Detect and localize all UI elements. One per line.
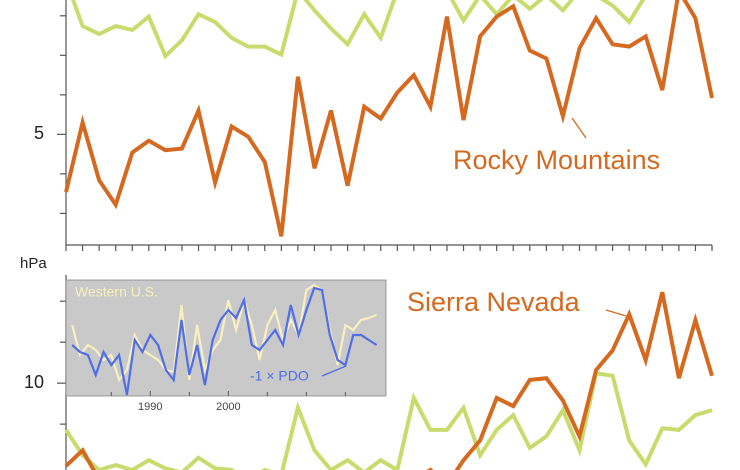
- series-label: Rocky Mountains: [453, 145, 660, 175]
- series-line: [71, 286, 378, 396]
- y-tick-label: 10: [24, 372, 44, 392]
- y-tick-label: 5: [34, 123, 44, 143]
- series-label: Sierra Nevada: [407, 287, 581, 317]
- x-tick-label: 1990: [138, 401, 162, 413]
- y-axis-label: hPa: [20, 255, 47, 272]
- plot-area: [71, 283, 378, 396]
- plot-area: [64, 291, 714, 470]
- label-leader: [571, 117, 587, 139]
- series-line: [71, 0, 646, 60]
- series-line: [64, 371, 713, 470]
- series-label: -1 × PDO: [250, 368, 309, 384]
- plot-area: [64, 0, 714, 237]
- label-leader: [605, 309, 627, 317]
- label-leader: [321, 365, 347, 377]
- series-line: [64, 291, 714, 470]
- series-label: Western U.S.: [75, 284, 158, 300]
- x-tick-label: 2000: [216, 401, 240, 413]
- series-line: [64, 0, 714, 237]
